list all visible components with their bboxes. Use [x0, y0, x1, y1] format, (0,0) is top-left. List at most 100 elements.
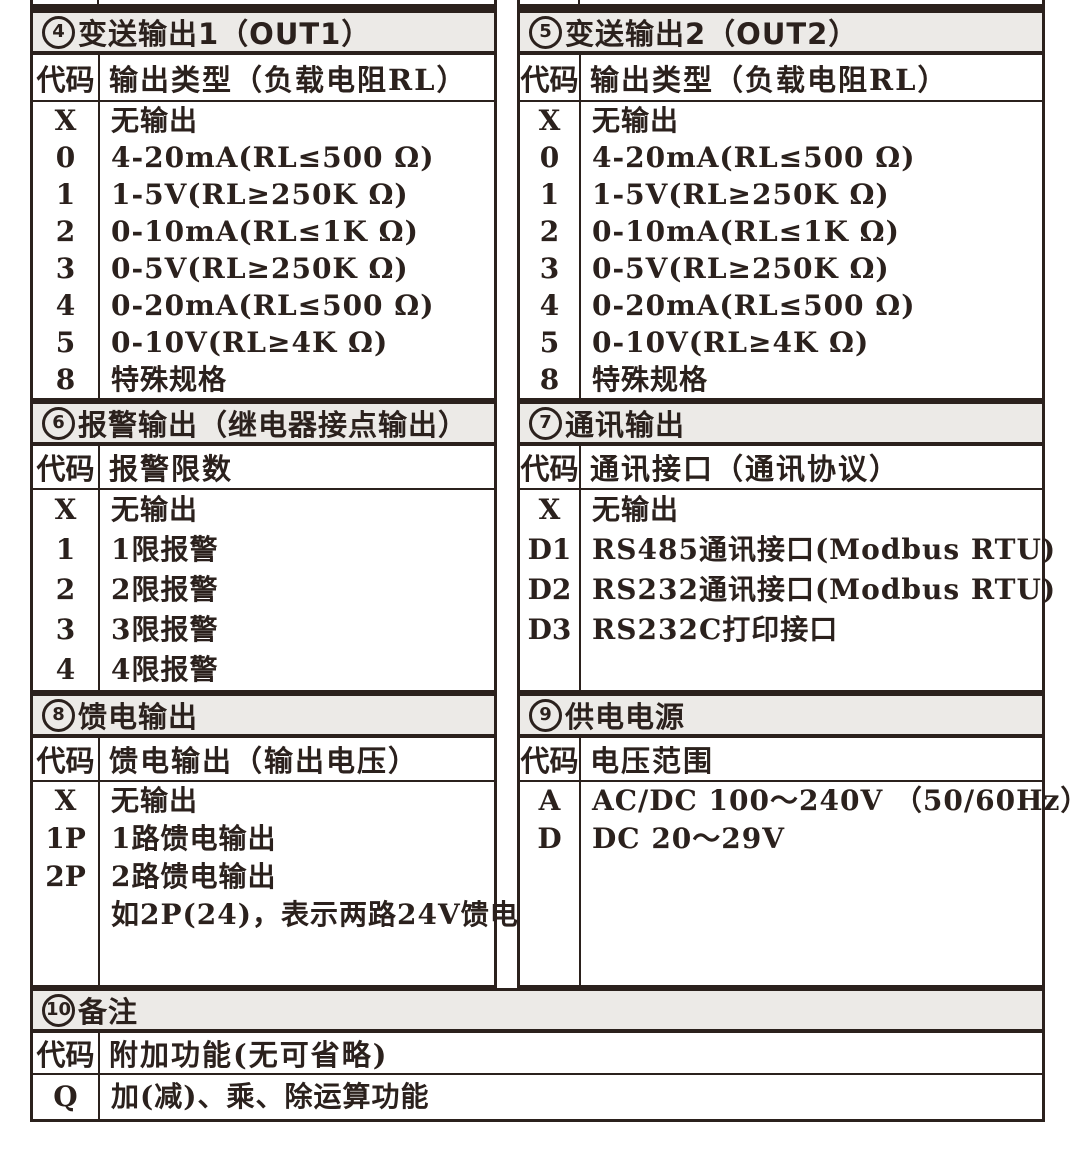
section-header: 7 通讯输出	[520, 404, 1042, 446]
code-column-header: 代码	[520, 446, 581, 488]
row-description: AC/DC 100～240V （50/60Hz）	[592, 784, 1080, 817]
row-description: 无输出	[592, 104, 680, 137]
section-header: 6 报警输出（继电器接点输出）	[33, 404, 494, 446]
desc-column-header: 馈电输出（输出电压）	[109, 744, 420, 778]
table-row: X 无输出	[33, 102, 494, 139]
row-description: 无输出	[111, 784, 199, 817]
column-headers: 代码 馈电输出（输出电压）	[33, 738, 494, 782]
row-description: 1路馈电输出	[111, 822, 277, 855]
table-row: D1 RS485通讯接口(Modbus RTU)	[520, 530, 1056, 570]
table-row: D2 RS232通讯接口(Modbus RTU)	[520, 570, 1056, 610]
row-description: RS232C打印接口	[592, 613, 839, 646]
table-row: 4 4限报警	[33, 650, 494, 690]
code-rows: Q 加(减)、乘、除运算功能	[33, 1075, 1042, 1119]
desc-column-header: 输出类型（负载电阻RL）	[590, 62, 949, 97]
section-feed-output: 8 馈电输出 代码 馈电输出（输出电压） X 无输出 1P 1路馈电输出 2P 2路馈电输…	[30, 693, 518, 988]
section-title: 馈电输出	[78, 700, 199, 734]
row-code: 4	[539, 289, 560, 322]
section-number-badge: 10	[42, 993, 75, 1027]
section-header: 5 变送输出2（OUT2）	[520, 13, 1042, 55]
row-code: D3	[527, 613, 572, 646]
table-row: D DC 20～29V	[520, 820, 1042, 858]
row-code: 2	[55, 573, 76, 606]
section-title: 报警输出（继电器接点输出）	[78, 408, 469, 442]
section-title: 变送输出2（OUT2）	[565, 17, 859, 51]
row-description: 0-10mA(RL≤1K Ω)	[592, 215, 900, 248]
row-code: 1P	[45, 822, 86, 855]
table-row: 1 1-5V(RL≥250K Ω)	[520, 176, 1042, 213]
row-description: 4限报警	[111, 653, 219, 686]
row-description: 3限报警	[111, 613, 219, 646]
top-remnant-right	[517, 0, 1045, 10]
row-code: 3	[539, 252, 560, 285]
row-description: 0-5V(RL≥250K Ω)	[592, 252, 890, 285]
row-description: 0-5V(RL≥250K Ω)	[111, 252, 409, 285]
code-rows: X 无输出 D1 RS485通讯接口(Modbus RTU) D2 RS232通讯接口(M…	[520, 490, 1056, 690]
section-number-badge: 9	[529, 698, 562, 732]
section-number-badge: 4	[42, 15, 75, 49]
row-code: A	[538, 784, 561, 817]
section-title: 变送输出1（OUT1）	[78, 17, 372, 51]
table-row: Q 加(减)、乘、除运算功能	[33, 1075, 1042, 1119]
row-code: D2	[527, 573, 572, 606]
desc-column-header: 输出类型（负载电阻RL）	[109, 62, 468, 97]
row-description: 无输出	[592, 493, 680, 526]
row-code: 1	[55, 178, 76, 211]
desc-column-header: 附加功能(无可省略)	[109, 1038, 389, 1072]
row-description: 1-5V(RL≥250K Ω)	[592, 178, 890, 211]
divider-line	[578, 0, 580, 4]
row-code: 0	[55, 141, 76, 174]
code-column-header: 代码	[33, 1033, 100, 1073]
row-description: 1限报警	[111, 533, 219, 566]
column-headers: 代码 输出类型（负载电阻RL）	[520, 55, 1042, 102]
row-code	[33, 896, 98, 934]
section-number-badge: 7	[529, 406, 562, 440]
table-content: 4 变送输出1（OUT1） 代码 输出类型（负载电阻RL） X 无输出 0 4-20m…	[30, 0, 1080, 1122]
row-code: 5	[55, 326, 76, 359]
row-description: RS485通讯接口(Modbus RTU)	[592, 533, 1057, 566]
table-row: 3 0-5V(RL≥250K Ω)	[33, 250, 494, 287]
top-remnant-left	[30, 0, 497, 10]
code-column-header: 代码	[33, 446, 100, 488]
row-description: 4-20mA(RL≤500 Ω)	[111, 141, 435, 174]
row-description: 无输出	[111, 104, 199, 137]
row-code: 2	[55, 215, 76, 248]
table-row: 5 0-10V(RL≥4K Ω)	[33, 324, 494, 361]
section-power-supply: 9 供电电源 代码 电压范围 A AC/DC 100～240V （50/60Hz）…	[517, 693, 1080, 988]
row-description: DC 20～29V	[592, 822, 785, 855]
column-headers: 代码 通讯接口（通讯协议）	[520, 446, 1042, 490]
row-description: 加(减)、乘、除运算功能	[111, 1080, 430, 1113]
table-row: 1 1限报警	[33, 530, 494, 570]
table-row: 3 0-5V(RL≥250K Ω)	[520, 250, 1042, 287]
table-row: 4 0-20mA(RL≤500 Ω)	[520, 287, 1042, 324]
row-description: 0-10mA(RL≤1K Ω)	[111, 215, 419, 248]
row-description: 0-20mA(RL≤500 Ω)	[111, 289, 435, 322]
desc-column-header: 通讯接口（通讯协议）	[590, 452, 901, 486]
row-code: 3	[55, 613, 76, 646]
table-row: X 无输出	[520, 102, 1042, 139]
code-rows: X 无输出 0 4-20mA(RL≤500 Ω) 1 1-5V(RL≥250K Ω) 2 0-…	[520, 102, 1042, 398]
row-code: X	[54, 784, 77, 817]
section-number-badge: 5	[529, 15, 562, 49]
section-header: 4 变送输出1（OUT1）	[33, 13, 494, 55]
table-row: 0 4-20mA(RL≤500 Ω)	[520, 139, 1042, 176]
code-column-header: 代码	[33, 738, 100, 780]
code-rows: X 无输出 1P 1路馈电输出 2P 2路馈电输出 如2P(24)，表示两路24V馈电	[33, 782, 518, 985]
section-remarks: 10 备注 代码 附加功能(无可省略) Q 加(减)、乘、除运算功能	[30, 988, 1045, 1122]
section-number-badge: 8	[42, 698, 75, 732]
row-description: 0-10V(RL≥4K Ω)	[111, 326, 389, 359]
column-headers: 代码 附加功能(无可省略)	[33, 1033, 1042, 1075]
section-title: 通讯输出	[565, 408, 686, 442]
column-headers: 代码 电压范围	[520, 738, 1042, 782]
row-code: 8	[55, 363, 76, 396]
row-code: X	[54, 493, 77, 526]
row-code: 1	[55, 533, 76, 566]
row-code: 2P	[45, 860, 86, 893]
table-row: X 无输出	[33, 782, 494, 820]
row-code: 5	[539, 326, 560, 359]
band-feed-power: 8 馈电输出 代码 馈电输出（输出电压） X 无输出 1P 1路馈电输出 2P 2路馈电输…	[30, 693, 1080, 988]
row-description: 2限报警	[111, 573, 219, 606]
table-row: 2 0-10mA(RL≤1K Ω)	[520, 213, 1042, 250]
row-description: 特殊规格	[111, 363, 228, 396]
column-headers: 代码 报警限数	[33, 446, 494, 490]
